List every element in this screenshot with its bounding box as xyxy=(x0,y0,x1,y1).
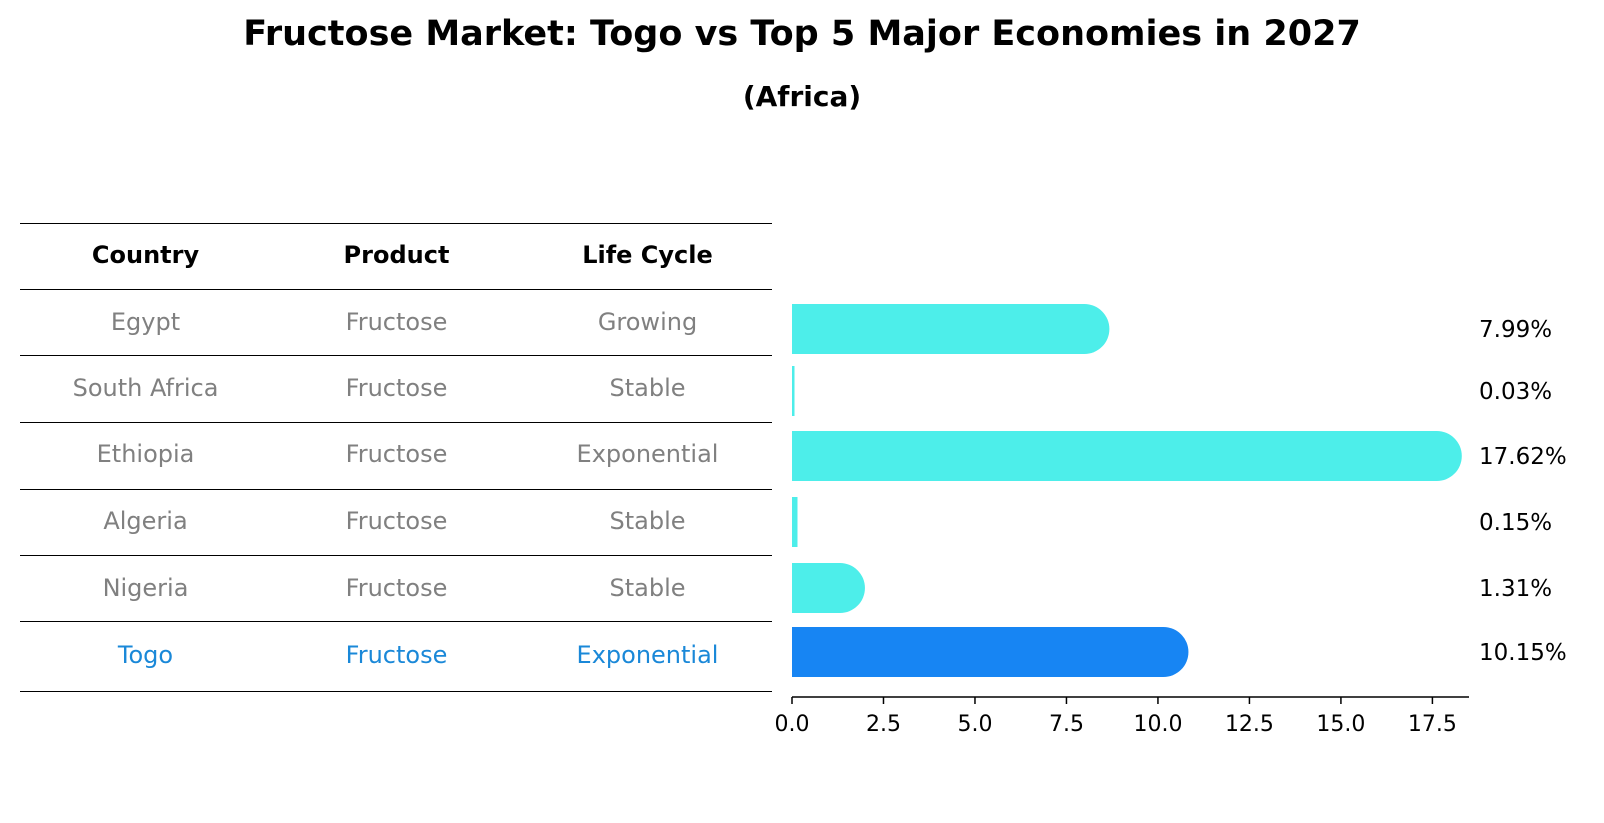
table-rule xyxy=(20,422,772,423)
cell-country: Algeria xyxy=(103,507,188,535)
header-country: Country xyxy=(91,241,200,269)
value-label-south-africa: 0.03% xyxy=(1479,379,1552,405)
chart-subtitle: (Africa) xyxy=(742,80,862,113)
table-rule xyxy=(20,289,772,290)
bar-nigeria xyxy=(792,563,865,613)
cell-life-cycle: Exponential xyxy=(576,440,719,468)
cell-life-cycle: Growing xyxy=(597,308,698,336)
value-label-togo: 10.15% xyxy=(1479,640,1567,666)
bar-togo xyxy=(792,627,1189,677)
cell-country: Ethiopia xyxy=(96,440,195,468)
bar-algeria xyxy=(792,497,798,547)
table-rule xyxy=(20,555,772,556)
table-rule xyxy=(20,355,772,356)
x-tick-label: 17.5 xyxy=(1408,712,1457,737)
x-tick-label: 0.0 xyxy=(775,712,810,737)
cell-life-cycle: Stable xyxy=(609,374,686,402)
cell-life-cycle: Stable xyxy=(609,507,686,535)
cell-product-highlight: Fructose xyxy=(345,641,448,669)
value-label-nigeria: 1.31% xyxy=(1479,576,1552,602)
bar-ethiopia xyxy=(792,431,1462,481)
cell-country: South Africa xyxy=(72,374,219,402)
value-labels-group: 7.99% 0.03% 17.62% 0.15% 1.31% 10.15% xyxy=(1479,317,1567,666)
value-label-ethiopia: 17.62% xyxy=(1479,444,1567,470)
cell-product: Fructose xyxy=(345,308,448,336)
x-tick-label: 10.0 xyxy=(1133,712,1182,737)
cell-life-cycle: Stable xyxy=(609,574,686,602)
value-label-egypt: 7.99% xyxy=(1479,317,1552,343)
cell-country-highlight: Togo xyxy=(117,641,174,669)
x-tick-label: 5.0 xyxy=(957,712,992,737)
chart-title: Fructose Market: Togo vs Top 5 Major Eco… xyxy=(243,14,1361,54)
table-rule xyxy=(20,489,772,490)
table-rule xyxy=(20,621,772,622)
x-tick-label: 12.5 xyxy=(1225,712,1274,737)
cell-country: Egypt xyxy=(110,308,181,336)
cell-country: Nigeria xyxy=(102,574,189,602)
header-life-cycle: Life Cycle xyxy=(582,241,713,269)
x-axis: 0.0 2.5 5.0 7.5 10.0 12.5 15.0 17.5 xyxy=(775,696,1469,737)
table-rule xyxy=(20,223,772,224)
x-tick-label: 2.5 xyxy=(866,712,901,737)
bar-egypt xyxy=(792,304,1110,354)
x-tick-label: 7.5 xyxy=(1049,712,1084,737)
cell-product: Fructose xyxy=(345,374,448,402)
cell-life-cycle-highlight: Exponential xyxy=(576,641,719,669)
bars-group xyxy=(792,304,1462,677)
bar-south-africa xyxy=(792,366,795,416)
header-product: Product xyxy=(343,241,450,269)
x-tick-label: 15.0 xyxy=(1316,712,1365,737)
value-label-algeria: 0.15% xyxy=(1479,510,1552,536)
table-rule xyxy=(20,691,772,692)
cell-product: Fructose xyxy=(345,507,448,535)
cell-product: Fructose xyxy=(345,440,448,468)
cell-product: Fructose xyxy=(345,574,448,602)
